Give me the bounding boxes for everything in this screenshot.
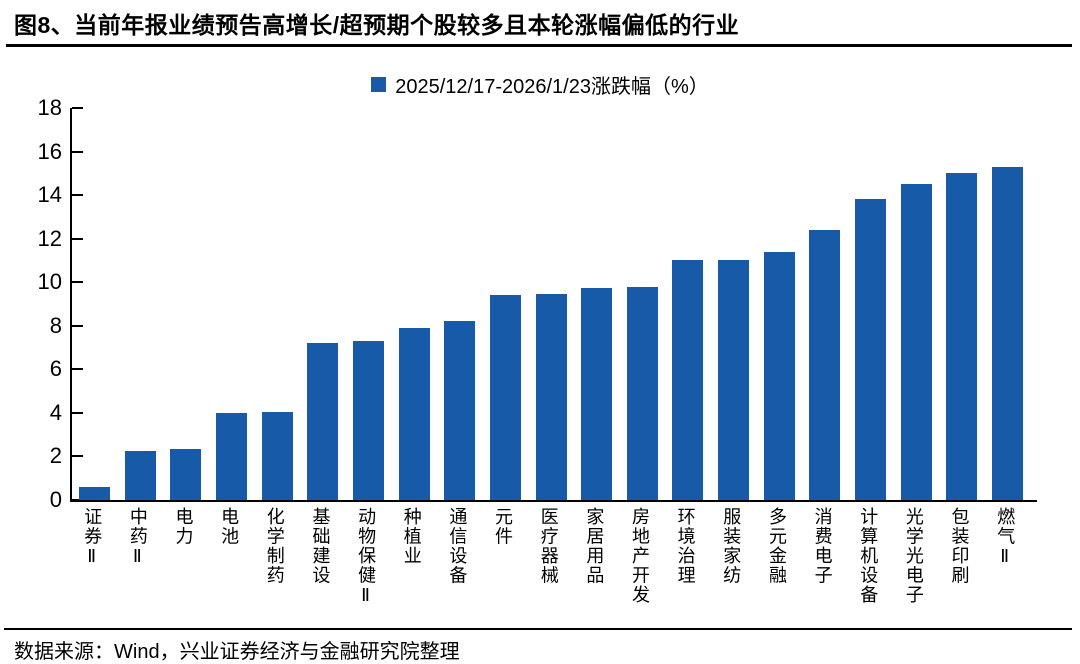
y-axis-tick-label: 2: [49, 443, 62, 469]
y-axis-tick-label: 18: [37, 95, 62, 120]
y-axis-tick-mark: [72, 194, 83, 197]
data-source: 数据来源：Wind，兴业证券经济与金融研究院整理: [14, 641, 460, 663]
bar-环境治理: [672, 260, 704, 500]
bar-计算机设备: [855, 199, 887, 500]
bar-多元金融: [763, 251, 795, 500]
y-axis-tick-mark: [72, 455, 83, 458]
bar-种植业: [398, 327, 430, 500]
x-axis-label-通信设备: 通信设备: [447, 507, 468, 585]
figure-title: 图8、当前年报业绩预告高增长/超预期个股较多且本轮涨幅偏低的行业: [14, 12, 740, 38]
x-axis-label-种植业: 种植业: [401, 507, 422, 566]
bar-消费电子: [809, 229, 841, 500]
bar-房地产开发: [626, 286, 658, 500]
y-axis: 0 2 4 6 8 10 12 14 16 18: [0, 95, 62, 512]
y-axis-tick-label: 14: [37, 182, 62, 208]
x-axis-label-环境治理: 环境治理: [675, 507, 696, 585]
y-axis-tick-mark: [72, 150, 83, 153]
x-axis-labels: 证券Ⅱ 中药Ⅱ 电力 电池 化学制药 基础建设 动物保健Ⅱ 种植业 通信设备 元件 医疗器械 家居用品…: [70, 507, 1035, 631]
legend-label: 2025/12/17-2026/1/23涨跌幅（%）: [395, 76, 709, 98]
x-axis-label-房地产开发: 房地产开发: [629, 507, 650, 605]
y-axis-tick-mark: [72, 411, 83, 414]
chart-legend: 2025/12/17-2026/1/23涨跌幅（%）: [0, 70, 1080, 99]
y-axis-tick-label: 0: [49, 487, 62, 512]
bar-中药Ⅱ: [124, 451, 156, 500]
x-axis-label-燃气Ⅱ: 燃气Ⅱ: [995, 507, 1016, 569]
x-axis-label-医疗器械: 医疗器械: [538, 507, 559, 585]
bar-动物保健Ⅱ: [352, 341, 384, 500]
bar-包装印刷: [946, 173, 978, 500]
x-axis-label-消费电子: 消费电子: [812, 507, 833, 585]
y-axis-tick-label: 8: [49, 312, 62, 338]
y-axis-tick-label: 4: [49, 399, 62, 425]
y-axis-tick-label: 12: [37, 225, 62, 251]
y-axis-tick-label: 16: [37, 138, 62, 164]
x-axis-label-基础建设: 基础建设: [310, 507, 331, 585]
bar-化学制药: [261, 411, 293, 500]
x-axis-label-光学光电子: 光学光电子: [903, 507, 924, 605]
y-axis-tick-mark: [72, 368, 83, 371]
footer-divider: [4, 628, 1072, 630]
x-axis-label-多元金融: 多元金融: [766, 507, 787, 585]
x-axis-label-化学制药: 化学制药: [264, 507, 285, 585]
x-axis-label-证券Ⅱ: 证券Ⅱ: [82, 507, 103, 569]
bar-医疗器械: [535, 294, 567, 500]
y-axis-tick-mark: [72, 107, 83, 109]
bar-燃气Ⅱ: [992, 166, 1023, 500]
bar-光学光电子: [900, 184, 932, 500]
x-axis-label-动物保健Ⅱ: 动物保健Ⅱ: [356, 507, 377, 608]
plot-area: [70, 107, 1037, 502]
x-axis-label-家居用品: 家居用品: [584, 507, 605, 585]
bar-电力: [170, 448, 202, 500]
bar-服装家纺: [718, 260, 750, 500]
bar-证券Ⅱ: [79, 486, 110, 500]
y-axis-tick-mark: [72, 281, 83, 284]
x-axis-label-包装印刷: 包装印刷: [949, 507, 970, 585]
y-axis-tick-mark: [72, 499, 83, 501]
bar-基础建设: [307, 343, 339, 500]
x-axis-label-电力: 电力: [173, 507, 194, 546]
y-axis-tick-mark: [72, 237, 83, 240]
legend-swatch-icon: [371, 77, 387, 92]
bar-家居用品: [581, 287, 613, 500]
bar-通信设备: [444, 321, 476, 500]
x-axis-label-电池: 电池: [219, 507, 240, 546]
y-axis-tick-label: 6: [49, 356, 62, 382]
x-axis-label-服装家纺: 服装家纺: [721, 507, 742, 585]
x-axis-label-计算机设备: 计算机设备: [858, 507, 879, 605]
y-axis-tick-label: 10: [37, 269, 62, 295]
bar-电池: [215, 412, 247, 500]
x-axis-label-元件: 元件: [493, 507, 514, 546]
x-axis-label-中药Ⅱ: 中药Ⅱ: [127, 507, 148, 569]
y-axis-tick-mark: [72, 324, 83, 327]
title-divider: [6, 44, 1072, 47]
bar-元件: [489, 295, 521, 500]
